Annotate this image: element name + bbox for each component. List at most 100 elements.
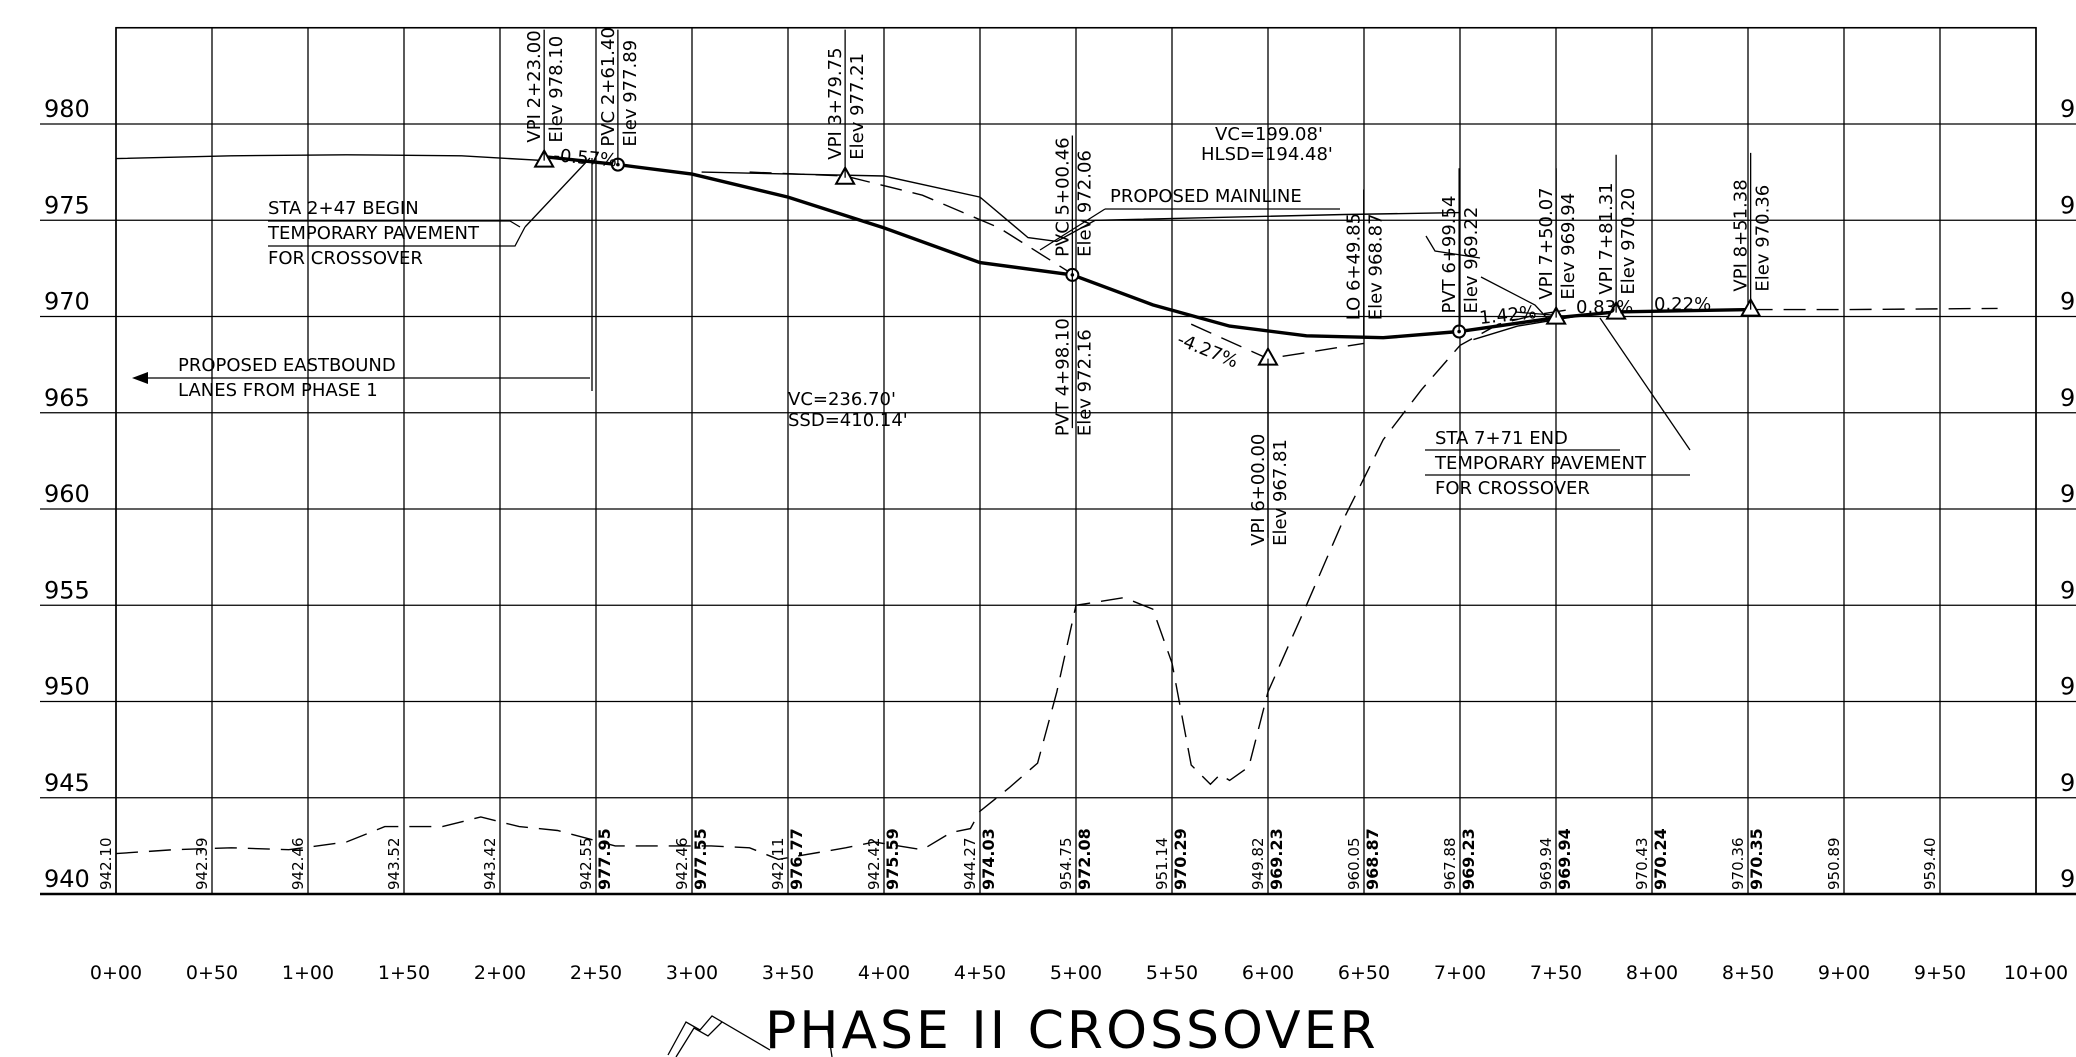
vc-ssd-line-2: SSD=410.14' [788,410,908,431]
begin-note-line-3: FOR CROSSOVER [268,248,423,269]
station-tick-label: 9+00 [1818,962,1870,984]
solid-profile-line [115,154,545,162]
station-tick-label: 5+00 [1050,962,1102,984]
title-decoration [667,1015,771,1056]
elev-tick-label-right: 9 [2060,576,2075,604]
elev-tick-label-right: 9 [2060,865,2075,893]
grade-label-4: 0.83% [1576,297,1633,318]
begin-note-leader [524,157,591,228]
callout-elevation-text: Elev 968.87 [1366,213,1387,320]
station-elevation-values: 942.10 942.39 942.46 943.52 943.42 942.55 977.… [97,828,1939,890]
elev-tick-label-right: 9 [2060,384,2075,412]
proposed-elevation-value: 974.03 [979,828,998,890]
proposed-elevation-value: 970.29 [1171,828,1190,890]
callout-station-text: LO 6+49.85 [1344,213,1365,320]
callout-station-text: PVT 4+98.10 [1052,318,1073,436]
drawing-title: PHASE II CROSSOVER [765,1001,1379,1057]
proposed-elevation-value: 976.77 [787,828,806,890]
existing-elevation-value: 942.11 [769,838,787,891]
station-tick-label: 8+00 [1626,962,1678,984]
proposed-mainline-label: PROPOSED MAINLINE [1110,186,1302,207]
existing-elevation-value: 954.75 [1057,838,1075,891]
station-tick-label: 10+00 [2004,962,2068,984]
callout-elevation-text: Elev 967.81 [1270,439,1291,546]
callout-station-text: PVC 5+00.46 [1052,137,1073,257]
existing-elevation-value: 969.94 [1537,838,1555,891]
elev-tick-label-right: 9 [2060,480,2075,508]
existing-elevation-value: 951.14 [1153,838,1171,891]
callout-elevation-text: Elev 970.36 [1753,185,1774,292]
existing-elevation-value: 970.36 [1729,838,1747,891]
dashed-profile-line [749,171,1073,275]
annotations: STA 2+47 BEGIN TEMPORARY PAVEMENT FOR CR… [178,124,1711,499]
solid-profile-line [701,171,1461,243]
end-temporary-pavement-note: STA 7+71 END TEMPORARY PAVEMENT FOR CROS… [1434,428,1647,499]
station-tick-label: 6+50 [1338,962,1390,984]
begin-note-underline [268,220,521,228]
station-tick-label: 1+50 [378,962,430,984]
proposed-elevation-value: 969.94 [1555,828,1574,890]
callout-elevation-text: Elev 972.06 [1074,150,1095,257]
elev-tick-label: 950 [44,673,90,701]
callout-elevation-text: Elev 969.22 [1461,207,1482,314]
eastbound-note-line-2: LANES FROM PHASE 1 [178,380,378,401]
end-note-leader [1599,317,1691,451]
existing-elevation-value: 942.39 [193,838,211,891]
existing-elevation-value: 942.46 [289,838,307,891]
station-tick-label: 0+50 [186,962,238,984]
elev-tick-label-right: 9 [2060,769,2075,797]
proposed-elevation-value: 970.24 [1651,828,1670,890]
proposed-elevation-value: 968.87 [1363,828,1382,890]
callout-elevation-text: Elev 972.16 [1074,329,1095,436]
station-tick-label: 0+00 [90,962,142,984]
grade-label-5: 0.22% [1654,294,1711,315]
existing-elevation-value: 943.42 [481,838,499,891]
station-tick-label: 3+00 [666,962,718,984]
hlsd-leader [1425,235,1481,259]
station-tick-label: 5+50 [1146,962,1198,984]
elev-tick-label: 980 [44,95,90,123]
vc-hlsd-line-1: VC=199.08' [1215,124,1323,145]
existing-elevation-value: 949.82 [1249,838,1267,891]
elev-tick-label: 965 [44,384,90,412]
elev-tick-label: 945 [44,769,90,797]
existing-elevation-value: 967.88 [1441,838,1459,891]
station-tick-label: 6+00 [1242,962,1294,984]
callout-station-text: PVT 6+99.54 [1439,196,1460,314]
existing-elevation-value: 950.89 [1825,838,1843,891]
begin-temporary-pavement-note: STA 2+47 BEGIN TEMPORARY PAVEMENT FOR CR… [267,198,480,269]
callout-station-text: VPI 6+00.00 [1248,434,1269,546]
proposed-elevation-value: 969.23 [1459,828,1478,890]
proposed-elevation-value: 969.23 [1267,828,1286,890]
callout-station-text: VPI 7+50.07 [1536,187,1557,299]
begin-note-line-2: TEMPORARY PAVEMENT [267,223,480,244]
station-tick-label: 3+50 [762,962,814,984]
elev-tick-label: 955 [44,576,90,604]
title-block: PHASE II CROSSOVER [667,1001,1379,1057]
eastbound-lanes-note: PROPOSED EASTBOUND LANES FROM PHASE 1 [178,355,396,401]
grade-label-1: -0.57% [553,145,618,171]
existing-elevation-value: 942.10 [97,838,115,891]
end-note-line-2: TEMPORARY PAVEMENT [1434,453,1647,474]
callout-station-text: VPI 3+79.75 [825,47,846,159]
elev-tick-label: 970 [44,288,90,316]
elev-tick-label: 975 [44,191,90,219]
dashed-profile-line [115,308,1576,861]
begin-note-line-1: STA 2+47 BEGIN [268,198,419,219]
elev-tick-label-right: 9 [2060,673,2075,701]
elev-tick-label: 940 [44,865,90,893]
callout-station-text: VPI 7+81.31 [1596,182,1617,294]
existing-elevation-value: 942.55 [577,838,595,891]
callout-elevation-text: Elev 977.89 [620,40,641,147]
begin-note-underline-2 [268,226,526,247]
grade-label-2: -4.27% [1174,329,1241,372]
existing-elevation-value: 970.43 [1633,838,1651,891]
station-tick-label: 1+00 [282,962,334,984]
callout-station-text: VPI 8+51.38 [1731,179,1752,291]
station-tick-label: 9+50 [1914,962,1966,984]
dashed-profile-line [1750,307,1998,311]
title-decoration-2 [675,1021,723,1057]
eastbound-note-line-1: PROPOSED EASTBOUND [178,355,396,376]
axis-labels: 940 9 945 9 950 9 955 9 960 9 965 9 970 9 975 9 980 9 0+00… [44,95,2075,984]
